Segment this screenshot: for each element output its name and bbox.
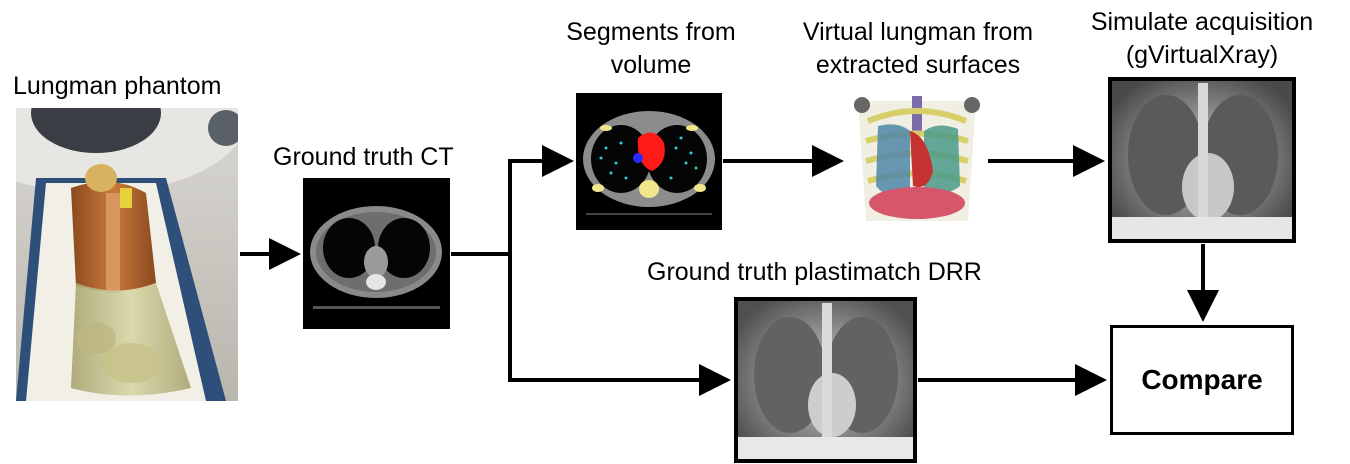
compare-box: Compare [1110, 325, 1294, 435]
phantom-photo [16, 108, 238, 401]
drr-label: Ground truth plastimatch DRR [647, 258, 982, 286]
ct-label: Ground truth CT [273, 143, 454, 171]
simulate-label: Simulate acquisition (gVirtualXray) [1066, 6, 1338, 72]
drr-image [734, 297, 917, 463]
segments-label-line1: Segments from [566, 18, 736, 46]
segments-image [576, 93, 722, 230]
ct-slice-image [303, 178, 450, 329]
segments-label-line2: volume [610, 51, 692, 79]
simulated-xray-image [1108, 77, 1296, 243]
phantom-label: Lungman phantom [13, 72, 222, 100]
arrow-branch-to-drr [508, 254, 731, 396]
segments-label: Segments from volume [549, 16, 753, 82]
simulate-label-line1: Simulate acquisition [1090, 8, 1314, 36]
virtual-lungman-label-line1: Virtual lungman from [802, 18, 1034, 46]
compare-label: Compare [1141, 364, 1263, 395]
arrow-branch-to-segments [508, 145, 574, 254]
simulate-label-line2: (gVirtualXray) [1125, 41, 1279, 69]
virtual-lungman-label: Virtual lungman from extracted surfaces [778, 16, 1058, 82]
virtual-lungman-image [848, 91, 986, 225]
virtual-lungman-label-line2: extracted surfaces [815, 51, 1021, 79]
